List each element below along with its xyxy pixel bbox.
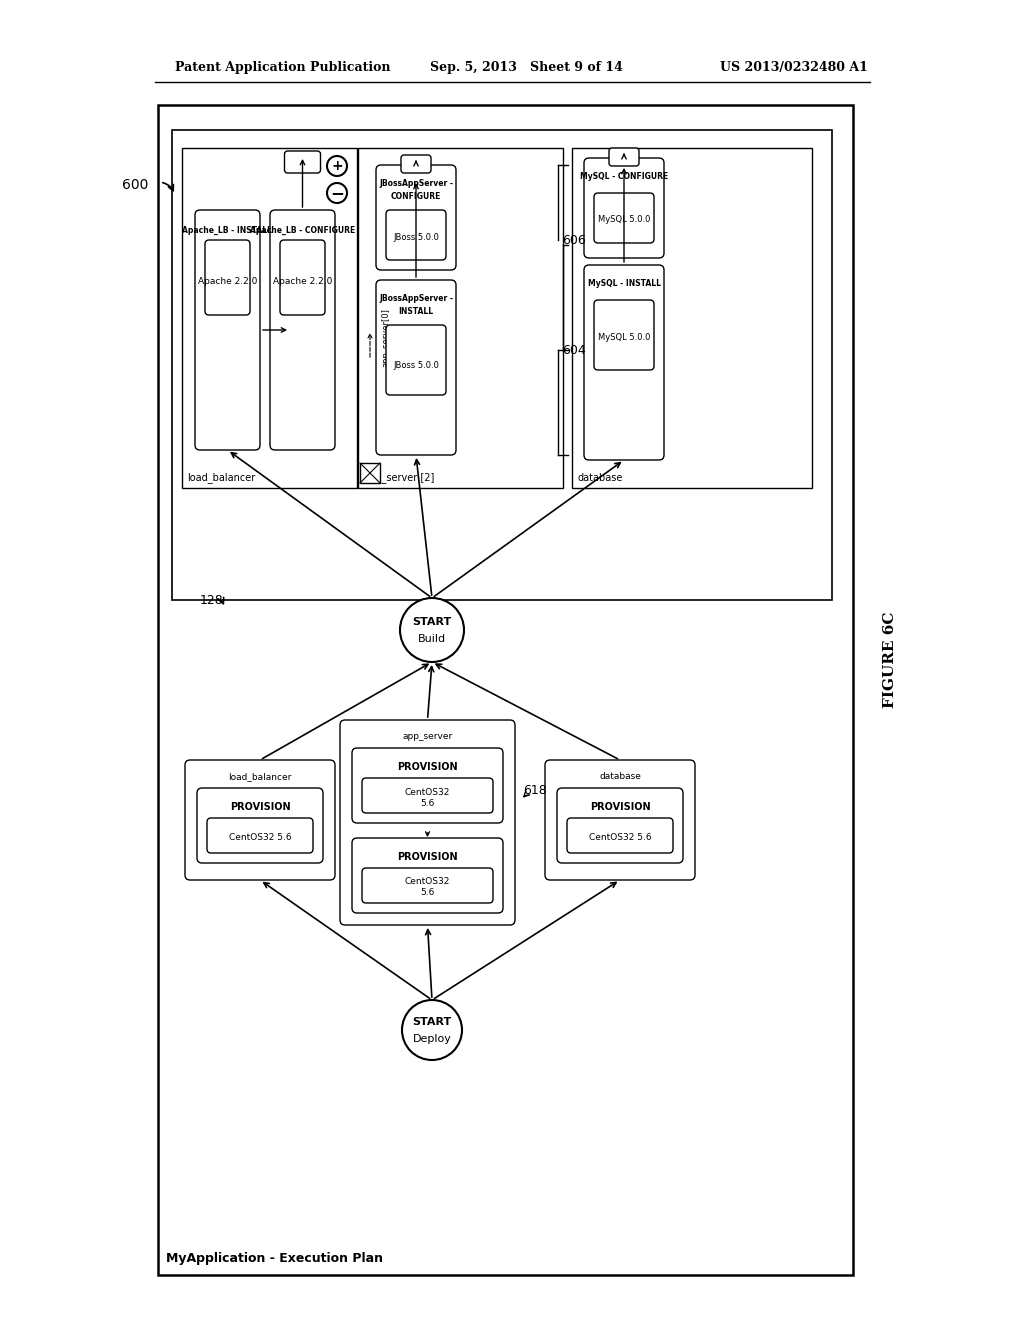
Text: START: START [413, 1016, 452, 1027]
Text: PROVISION: PROVISION [590, 803, 650, 812]
Text: PROVISION: PROVISION [397, 762, 458, 772]
Circle shape [327, 183, 347, 203]
Text: load_balancer: load_balancer [187, 473, 255, 483]
Text: +: + [331, 158, 343, 173]
FancyBboxPatch shape [609, 148, 639, 166]
FancyBboxPatch shape [557, 788, 683, 863]
Text: Build: Build [418, 634, 446, 644]
Text: 128: 128 [200, 594, 224, 606]
FancyBboxPatch shape [197, 788, 323, 863]
FancyBboxPatch shape [185, 760, 335, 880]
Text: JBoss 5.0.0: JBoss 5.0.0 [393, 232, 439, 242]
Text: −: − [330, 183, 344, 202]
Text: CentOS32
5.6: CentOS32 5.6 [404, 788, 451, 808]
Text: app_server[0]: app_server[0] [382, 309, 390, 367]
Text: JBossAppServer -: JBossAppServer - [379, 180, 453, 187]
Text: app_server: app_server [402, 733, 453, 741]
FancyBboxPatch shape [362, 777, 493, 813]
Text: database: database [599, 772, 641, 781]
FancyBboxPatch shape [205, 240, 250, 315]
FancyBboxPatch shape [285, 150, 321, 173]
FancyBboxPatch shape [567, 818, 673, 853]
Text: CentOS32
5.6: CentOS32 5.6 [404, 878, 451, 896]
Text: JBossAppServer -: JBossAppServer - [379, 294, 453, 304]
FancyBboxPatch shape [401, 154, 431, 173]
Text: database: database [577, 473, 623, 483]
Text: 600: 600 [122, 178, 148, 191]
Text: MySQL - CONFIGURE: MySQL - CONFIGURE [580, 172, 668, 181]
FancyBboxPatch shape [352, 748, 503, 822]
Text: CentOS32 5.6: CentOS32 5.6 [228, 833, 291, 842]
Text: Apache 2.2.0: Apache 2.2.0 [272, 277, 332, 286]
FancyBboxPatch shape [584, 265, 664, 459]
Text: JBoss 5.0.0: JBoss 5.0.0 [393, 360, 439, 370]
Bar [172, 129, 831, 601]
Text: MyApplication - Execution Plan: MyApplication - Execution Plan [166, 1251, 383, 1265]
Text: app_server [2]: app_server [2] [362, 473, 434, 483]
Text: load_balancer: load_balancer [228, 772, 292, 781]
Text: CONFIGURE: CONFIGURE [391, 191, 441, 201]
FancyBboxPatch shape [545, 760, 695, 880]
Text: MySQL 5.0.0: MySQL 5.0.0 [598, 334, 650, 342]
Circle shape [402, 1001, 462, 1060]
FancyBboxPatch shape [386, 325, 446, 395]
FancyBboxPatch shape [376, 280, 456, 455]
FancyBboxPatch shape [594, 193, 654, 243]
Text: US 2013/0232480 A1: US 2013/0232480 A1 [720, 62, 868, 74]
Bar [358, 148, 563, 488]
Text: Deploy: Deploy [413, 1034, 452, 1044]
Text: INSTALL: INSTALL [398, 308, 433, 315]
FancyBboxPatch shape [195, 210, 260, 450]
Text: Apache 2.2.0: Apache 2.2.0 [198, 277, 257, 286]
Text: Apache_LB - INSTALL: Apache_LB - INSTALL [182, 226, 272, 235]
Text: 618: 618 [523, 784, 547, 796]
FancyBboxPatch shape [594, 300, 654, 370]
FancyBboxPatch shape [280, 240, 325, 315]
FancyBboxPatch shape [352, 838, 503, 913]
Text: Apache_LB - CONFIGURE: Apache_LB - CONFIGURE [250, 226, 355, 235]
FancyBboxPatch shape [207, 818, 313, 853]
Text: PROVISION: PROVISION [229, 803, 291, 812]
Text: Sep. 5, 2013   Sheet 9 of 14: Sep. 5, 2013 Sheet 9 of 14 [430, 62, 623, 74]
Text: MySQL 5.0.0: MySQL 5.0.0 [598, 215, 650, 224]
Bar [182, 148, 357, 488]
Text: FIGURE 6C: FIGURE 6C [883, 611, 897, 709]
Bar [158, 106, 853, 1275]
Circle shape [400, 598, 464, 663]
Circle shape [327, 156, 347, 176]
FancyBboxPatch shape [376, 165, 456, 271]
FancyBboxPatch shape [270, 210, 335, 450]
Text: PROVISION: PROVISION [397, 851, 458, 862]
Text: 606: 606 [562, 234, 586, 247]
FancyBboxPatch shape [340, 719, 515, 925]
Bar [360, 463, 380, 483]
Bar [572, 148, 812, 488]
Text: MySQL - INSTALL: MySQL - INSTALL [588, 279, 660, 288]
Text: 604: 604 [562, 343, 586, 356]
Text: Patent Application Publication: Patent Application Publication [175, 62, 390, 74]
Bar [368, 154, 554, 480]
FancyBboxPatch shape [584, 158, 664, 257]
FancyBboxPatch shape [362, 869, 493, 903]
Text: START: START [413, 616, 452, 627]
FancyBboxPatch shape [386, 210, 446, 260]
Text: CentOS32 5.6: CentOS32 5.6 [589, 833, 651, 842]
